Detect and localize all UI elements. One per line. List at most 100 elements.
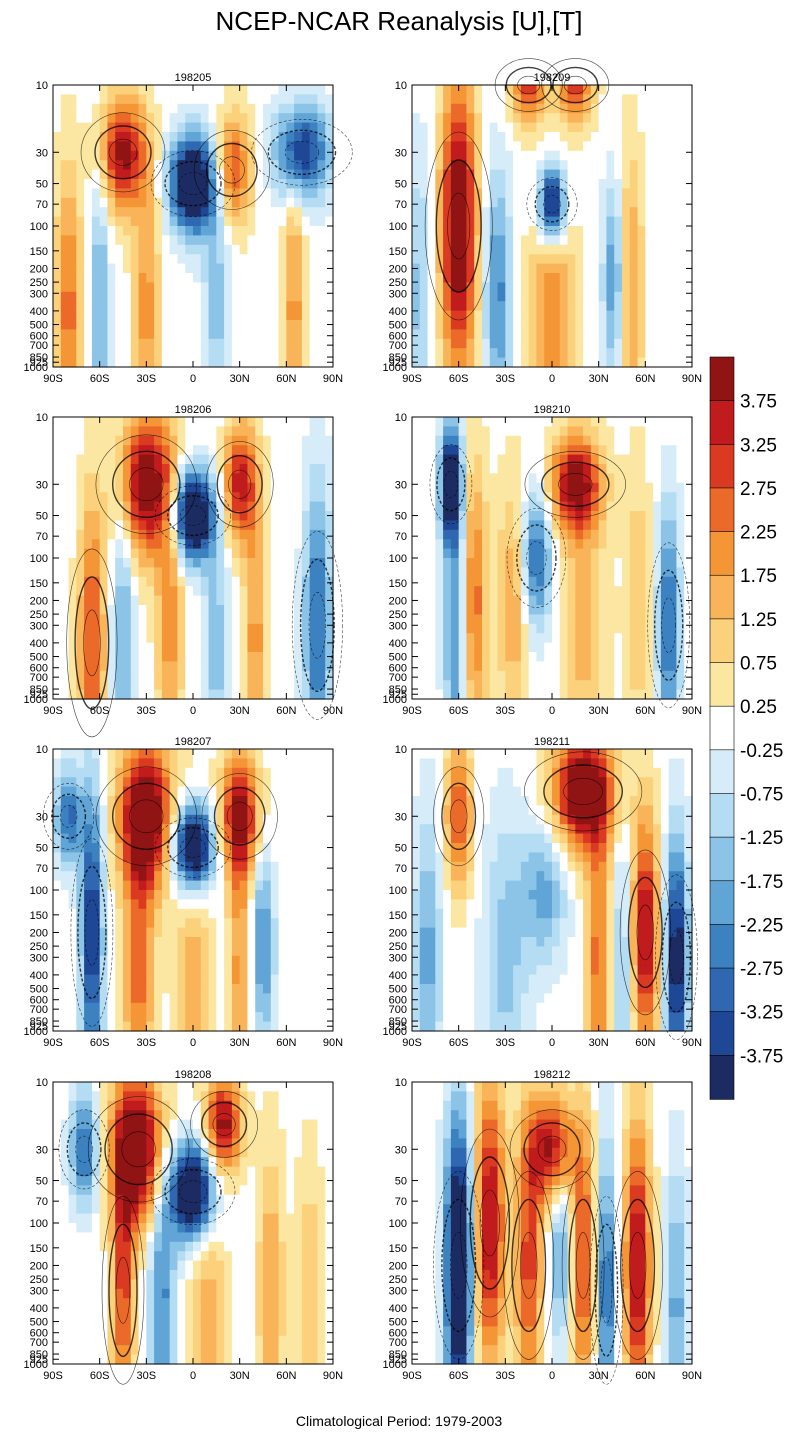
heatmap-cell [200, 482, 210, 493]
heatmap-cell [637, 329, 646, 340]
heatmap-cell [528, 244, 538, 255]
heatmap-cell [528, 623, 538, 634]
heatmap-cell [629, 244, 639, 255]
heatmap-cell [270, 426, 280, 437]
heatmap-cell [497, 273, 506, 283]
heatmap-cell [653, 445, 662, 456]
heatmap-cell [123, 529, 132, 540]
heatmap-cell [482, 197, 491, 208]
heatmap-cell [489, 254, 499, 265]
heatmap-cell [53, 207, 62, 218]
heatmap-cell [154, 642, 163, 653]
heatmap-cell [286, 492, 295, 503]
heatmap-cell [629, 680, 639, 691]
heatmap-cell [123, 814, 132, 825]
heatmap-cell [130, 861, 140, 872]
heatmap-cell [107, 150, 116, 161]
heatmap-cell [146, 586, 155, 597]
heatmap-cell [278, 661, 287, 672]
heatmap-cell [450, 132, 460, 142]
heatmap-cell [466, 197, 475, 208]
heatmap-cell [427, 529, 436, 540]
heatmap-cell [123, 758, 132, 769]
heatmap-cell [286, 435, 295, 446]
heatmap-cell [123, 482, 132, 493]
heatmap-cell [598, 179, 608, 189]
heatmap-cell [520, 263, 530, 274]
heatmap-cell [177, 197, 186, 208]
heatmap-cell [76, 633, 85, 644]
heatmap-cell [559, 445, 569, 456]
heatmap-cell [684, 567, 693, 578]
heatmap-cell [138, 310, 147, 321]
heatmap-cell [60, 642, 70, 653]
heatmap-cell [435, 501, 444, 512]
heatmap-cell [629, 179, 639, 189]
heatmap-cell [606, 595, 615, 606]
heatmap-cell [123, 188, 132, 199]
heatmap-cell [115, 244, 124, 255]
heatmap-cell [53, 94, 62, 105]
heatmap-cell [107, 357, 116, 368]
heatmap-cell [489, 160, 499, 171]
heatmap-cell [208, 226, 217, 236]
heatmap-cell [629, 301, 639, 312]
heatmap-cell [629, 529, 639, 540]
heatmap-cell [239, 605, 249, 615]
heatmap-cell [497, 520, 506, 531]
heatmap-cell [458, 320, 468, 330]
contour-line [74, 576, 110, 710]
heatmap-cell [68, 595, 77, 606]
heatmap-cell [115, 633, 124, 644]
heatmap-cell [325, 454, 334, 465]
heatmap-cell [185, 320, 194, 330]
heatmap-cell [200, 150, 210, 161]
heatmap-cell [146, 595, 155, 606]
heatmap-cell [99, 435, 109, 446]
heatmap-cell [412, 188, 421, 199]
heatmap-cell [99, 871, 109, 882]
heatmap-cell [107, 1002, 116, 1013]
heatmap-cell [513, 605, 522, 615]
heatmap-cell [193, 492, 202, 503]
heatmap-cell [247, 188, 256, 199]
heatmap-cell [528, 357, 538, 368]
heatmap-cell [559, 633, 569, 644]
heatmap-cell [193, 282, 202, 293]
heatmap-cell [263, 689, 272, 700]
heatmap-cell [520, 614, 530, 625]
heatmap-cell [660, 595, 670, 606]
heatmap-cell [427, 160, 436, 171]
heatmap-cell [91, 94, 101, 105]
heatmap-cell [200, 445, 210, 456]
heatmap-cell [255, 426, 264, 437]
panel-contours [429, 444, 691, 709]
heatmap-cell [528, 235, 538, 246]
heatmap-cell [76, 85, 85, 95]
heatmap-cell [286, 301, 295, 312]
heatmap-cell [427, 670, 436, 681]
heatmap-cell [450, 113, 460, 124]
heatmap-cell [68, 689, 77, 700]
heatmap-cell [668, 179, 678, 189]
heatmap-cell [169, 160, 179, 171]
heatmap-cell [169, 595, 179, 606]
heatmap-cell [84, 445, 93, 456]
heatmap-cell [294, 426, 303, 437]
heatmap-cell [606, 464, 615, 474]
heatmap-cell [497, 226, 506, 236]
heatmap-cell [286, 244, 295, 255]
heatmap-cell [458, 652, 468, 662]
heatmap-cell [325, 435, 334, 446]
heatmap-cell [544, 680, 553, 691]
heatmap-cell [684, 113, 693, 124]
heatmap-cell [115, 464, 124, 474]
heatmap-cell [629, 558, 639, 568]
heatmap-cell [325, 329, 334, 340]
heatmap-cell [309, 417, 319, 427]
heatmap-cell [53, 291, 62, 302]
heatmap-cell [76, 558, 85, 568]
heatmap-cell [68, 529, 77, 540]
heatmap-cell [419, 169, 429, 180]
heatmap-cell [91, 586, 101, 597]
